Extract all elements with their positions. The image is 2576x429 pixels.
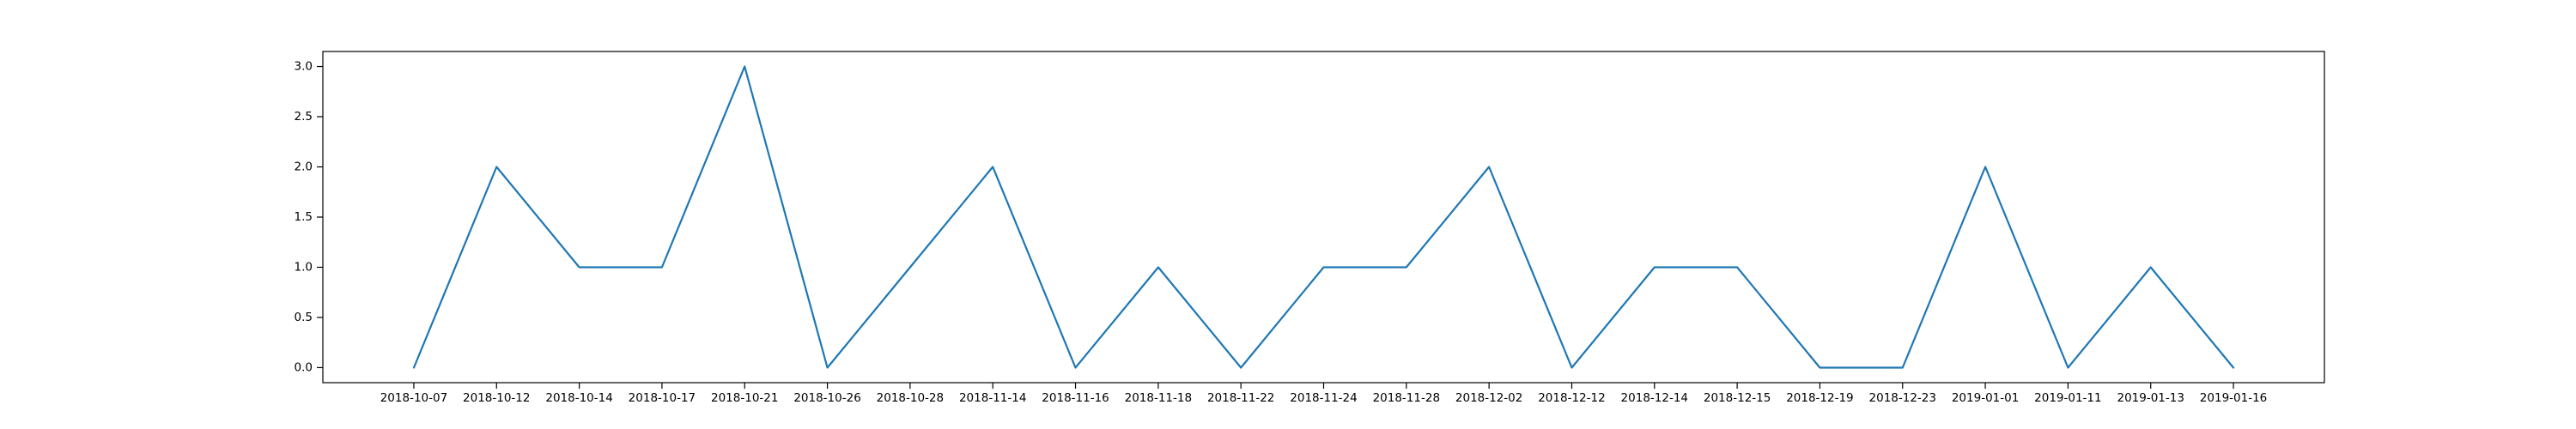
y-tick-label: 2.5 bbox=[295, 110, 313, 124]
x-tick-label: 2018-12-14 bbox=[1621, 391, 1688, 405]
x-tick-label: 2018-12-12 bbox=[1538, 391, 1605, 405]
series-line bbox=[412, 65, 2235, 369]
x-tick-label: 2018-10-21 bbox=[711, 391, 778, 405]
x-tick-label: 2018-10-14 bbox=[545, 391, 612, 405]
y-tick-label: 0.0 bbox=[295, 360, 313, 374]
x-tick-label: 2018-11-24 bbox=[1290, 391, 1357, 405]
x-tick-label: 2019-01-01 bbox=[1952, 391, 2019, 405]
y-tick-label: 3.0 bbox=[295, 60, 313, 74]
y-tick-label: 1.0 bbox=[295, 260, 313, 274]
x-tick-label: 2018-10-12 bbox=[463, 391, 530, 405]
x-tick-label: 2018-12-15 bbox=[1704, 391, 1771, 405]
x-tick-label: 2018-11-28 bbox=[1373, 391, 1440, 405]
x-tick-label: 2018-10-28 bbox=[877, 391, 944, 405]
x-tick-label: 2019-01-11 bbox=[2034, 391, 2101, 405]
x-tick-label: 2018-11-16 bbox=[1042, 391, 1109, 405]
x-tick-label: 2018-10-17 bbox=[629, 391, 696, 405]
x-tick-label: 2019-01-13 bbox=[2117, 391, 2184, 405]
x-tick-label: 2018-12-19 bbox=[1786, 391, 1853, 405]
x-tick-label: 2019-01-16 bbox=[2200, 391, 2267, 405]
y-tick-label: 2.0 bbox=[295, 160, 313, 174]
x-tick-label: 2018-11-18 bbox=[1125, 391, 1192, 405]
x-tick-label: 2018-10-26 bbox=[793, 391, 860, 405]
x-tick-label: 2018-12-02 bbox=[1455, 391, 1522, 405]
x-tick-label: 2018-12-23 bbox=[1869, 391, 1936, 405]
plot-area-frame bbox=[322, 51, 2325, 384]
x-axis: 2018-10-07 2018-10-12 2018-10-14 2018-10-17… bbox=[380, 383, 2267, 405]
y-tick-label: 0.5 bbox=[295, 311, 313, 324]
y-tick-label: 1.5 bbox=[295, 210, 313, 224]
x-tick-label: 2018-11-14 bbox=[959, 391, 1026, 405]
x-tick-label: 2018-11-22 bbox=[1207, 391, 1274, 405]
x-tick-label: 2018-10-07 bbox=[380, 391, 447, 405]
y-axis: 0.0 0.5 1.0 1.5 2.0 2.5 3.0 bbox=[295, 60, 323, 374]
